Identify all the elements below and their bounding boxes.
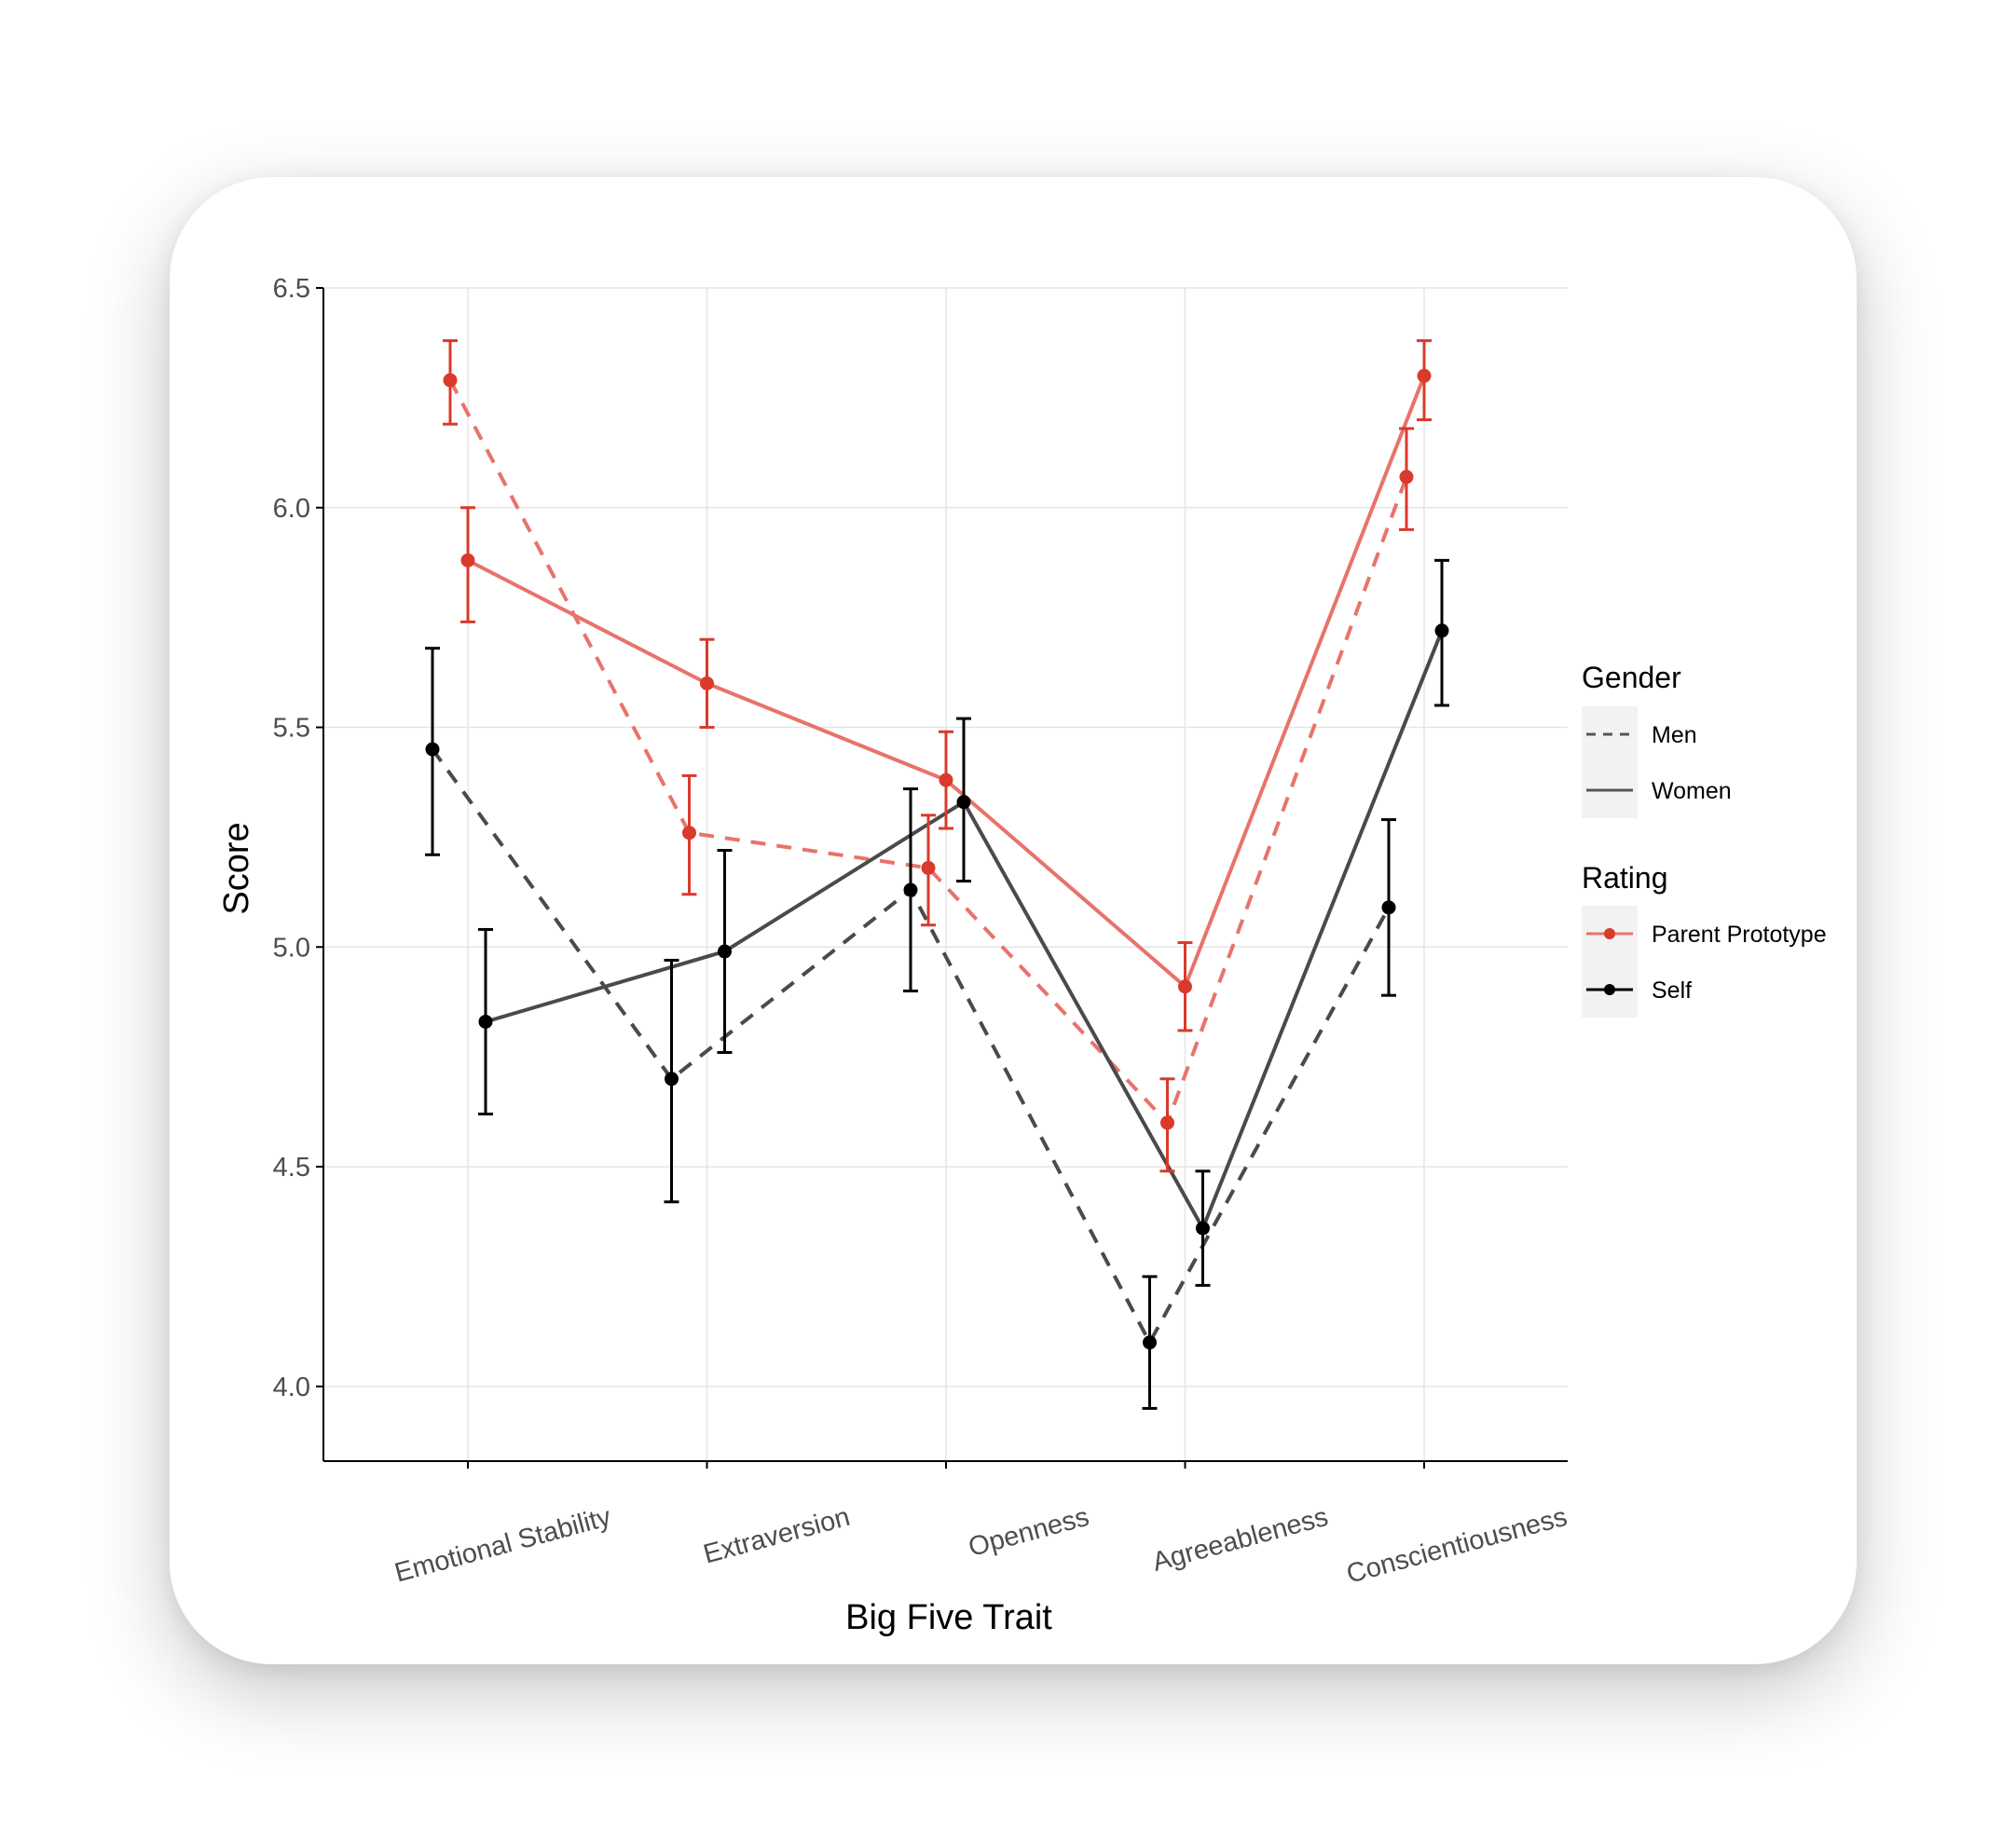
data-point-parent-prototype-women [700, 676, 714, 690]
x-tick-label: Extraversion [700, 1502, 853, 1570]
y-axis-title: Score [217, 822, 256, 914]
y-tick-label: 5.5 [273, 714, 310, 744]
y-tick-label: 5.0 [273, 933, 310, 963]
legend-point-self [1604, 984, 1615, 995]
data-point-parent-prototype-men [1399, 470, 1414, 485]
x-axis-title: Big Five Trait [845, 1598, 1052, 1637]
data-point-self-men [1143, 1335, 1157, 1350]
data-point-self-men [903, 882, 918, 897]
data-point-parent-prototype-men [1160, 1115, 1174, 1130]
data-point-parent-prototype-women [460, 553, 475, 567]
data-point-parent-prototype-women [939, 772, 953, 787]
x-tick-label: Conscientiousness [1343, 1502, 1570, 1590]
data-point-parent-prototype-men [682, 826, 696, 841]
data-point-self-women [478, 1014, 493, 1029]
data-points [425, 368, 1449, 1350]
legend-label-self: Self [1652, 978, 1692, 1004]
data-point-parent-prototype-men [443, 373, 458, 388]
series-line-parent-prototype-men [448, 379, 1408, 1125]
data-point-self-men [665, 1072, 679, 1087]
legend-title-gender: Gender [1582, 661, 1681, 694]
data-point-self-women [956, 795, 971, 810]
x-tick-label: Agreeableness [1149, 1502, 1331, 1578]
data-point-self-men [425, 742, 440, 757]
legend-point-parent [1604, 928, 1615, 939]
x-tick-label: Emotional Stability [391, 1502, 614, 1589]
legend-label-men: Men [1652, 722, 1697, 748]
legend-label-parent-prototype: Parent Prototype [1652, 922, 1827, 948]
legend: Gender Men Women Rating Parent Prototype… [1582, 661, 1827, 1018]
y-tick-label: 6.0 [273, 494, 310, 524]
legend-label-women: Women [1652, 778, 1732, 804]
legend-title-rating: Rating [1582, 861, 1668, 895]
y-tick-label: 4.0 [273, 1373, 310, 1402]
data-point-parent-prototype-women [1178, 979, 1192, 994]
data-point-self-women [1434, 623, 1449, 638]
data-point-self-men [1381, 900, 1396, 915]
grid-layer [316, 287, 1568, 1469]
y-tick-label: 4.5 [273, 1153, 310, 1183]
x-tick-label: Openness [966, 1502, 1092, 1563]
y-tick-label: 6.5 [273, 274, 310, 304]
axis-layer [322, 288, 1568, 1462]
data-point-self-women [718, 944, 732, 959]
data-point-parent-prototype-women [1417, 368, 1432, 383]
error-bars [425, 339, 1449, 1410]
data-point-parent-prototype-men [921, 860, 936, 875]
series-lines [431, 375, 1444, 1345]
data-point-self-women [1196, 1221, 1210, 1236]
